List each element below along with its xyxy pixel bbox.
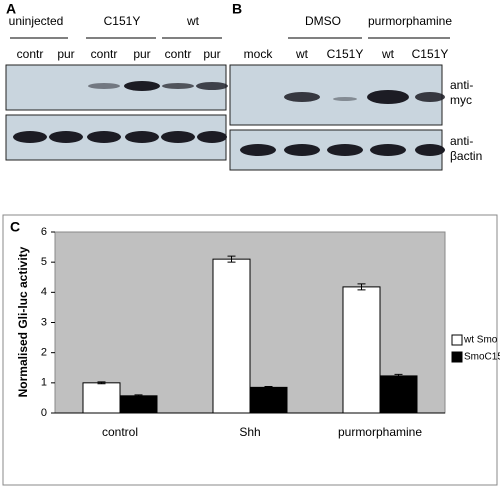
x-tick-label: control — [102, 425, 138, 439]
lane-label: mock — [244, 47, 274, 61]
error-bar — [394, 373, 403, 378]
lane-label: contr — [91, 47, 118, 61]
group-label: C151Y — [104, 14, 141, 28]
lane-label: pur — [203, 47, 220, 61]
bar — [119, 395, 158, 414]
lane-label: pur — [57, 47, 74, 61]
panel-label: B — [232, 1, 242, 17]
lane-label: wt — [381, 47, 395, 61]
band — [415, 92, 445, 102]
group-label: wt — [186, 14, 200, 28]
bar — [379, 375, 418, 414]
error-bar — [97, 381, 106, 385]
lane-label: C151Y — [412, 47, 449, 61]
bar — [342, 286, 381, 414]
band — [333, 97, 357, 101]
antibody-label: βactin — [450, 149, 482, 163]
x-tick-label: purmorphamine — [338, 425, 422, 439]
panel-label: C — [10, 219, 20, 235]
antibody-label: myc — [450, 93, 472, 107]
antibody-label: anti- — [450, 78, 473, 92]
band — [284, 92, 320, 102]
group-label: DMSO — [305, 14, 341, 28]
group-label: uninjected — [9, 14, 64, 28]
band — [124, 81, 160, 91]
band — [196, 82, 228, 90]
band — [367, 90, 409, 104]
legend-label: wt Smo — [463, 335, 498, 346]
legend-swatch — [451, 334, 463, 346]
lane-label: pur — [133, 47, 150, 61]
error-bar — [357, 283, 366, 291]
actin-bands — [13, 131, 227, 143]
error-bar — [264, 385, 273, 389]
lane-label: wt — [295, 47, 309, 61]
bar — [212, 258, 251, 414]
y-tick-label: 0 — [41, 407, 47, 419]
bar — [249, 386, 288, 414]
y-axis-label: Normalised Gli-luc activity — [16, 246, 30, 397]
lane-label: contr — [17, 47, 44, 61]
bar — [82, 382, 121, 414]
lane-label: contr — [165, 47, 192, 61]
y-tick-label: 3 — [41, 316, 47, 328]
blot — [229, 64, 443, 126]
band — [162, 83, 194, 89]
antibody-label: anti- — [450, 134, 473, 148]
x-tick-label: Shh — [239, 425, 260, 439]
error-bar — [134, 394, 143, 398]
y-tick-label: 5 — [41, 256, 47, 268]
y-tick-label: 6 — [41, 226, 47, 238]
band — [88, 83, 120, 89]
group-label: purmorphamine — [368, 14, 452, 28]
error-bar — [227, 255, 236, 263]
panel-label: A — [6, 1, 16, 17]
y-tick-label: 1 — [41, 377, 47, 389]
actin-bands — [240, 144, 445, 156]
lane-label: C151Y — [327, 47, 364, 61]
y-tick-label: 4 — [41, 286, 47, 298]
y-tick-label: 2 — [41, 347, 47, 359]
legend-swatch — [451, 351, 463, 363]
legend-label: SmoC151Y — [464, 352, 500, 363]
